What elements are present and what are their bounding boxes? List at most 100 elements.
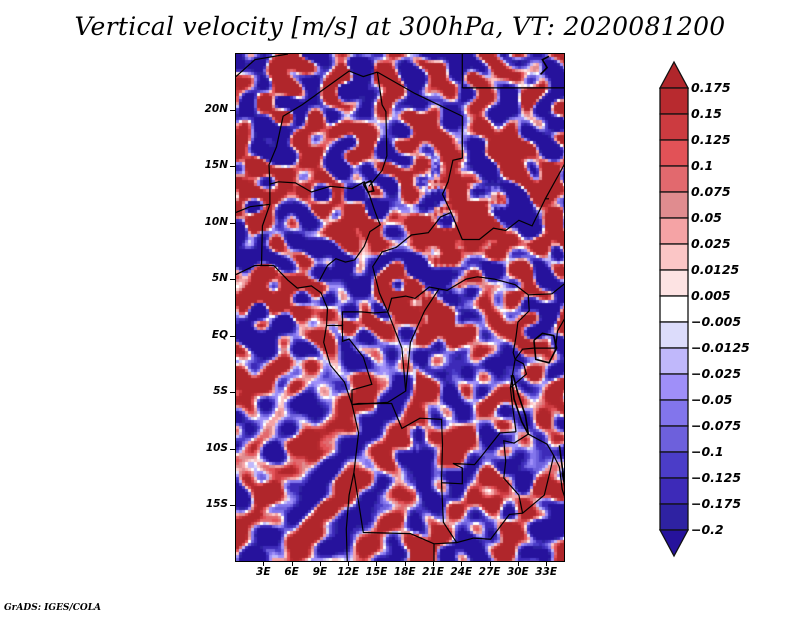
colorbar-swatch [659, 373, 689, 401]
lon-tick-mark [433, 562, 434, 566]
border-line [450, 198, 549, 241]
colorbar-swatch [659, 347, 689, 375]
lon-tick-mark [517, 562, 519, 566]
border-line [353, 472, 474, 545]
colorbar [658, 60, 690, 558]
border-line [326, 311, 388, 327]
colorbar-level-label: 0.05 [691, 210, 722, 225]
colorbar-level-label: −0.025 [691, 366, 742, 381]
lon-tick-label: 24E [450, 566, 473, 578]
lat-tick-mark [230, 505, 235, 507]
lon-tick-mark [546, 562, 548, 566]
lon-tick-mark [319, 562, 321, 566]
colorbar-swatch [659, 321, 689, 349]
map-panel [235, 53, 565, 562]
lat-tick-label: 10S [205, 441, 228, 454]
colorbar-level-label: 0.0125 [691, 262, 740, 277]
border-line [405, 288, 440, 392]
lake-outline [362, 179, 375, 193]
lon-tick-mark [376, 562, 378, 566]
grads-credit: GrADS: IGES/COLA [4, 603, 102, 613]
lat-tick-mark [230, 279, 235, 281]
colorbar-swatch [659, 217, 689, 245]
lon-tick-label: 33E [535, 566, 558, 578]
colorbar-swatch [659, 243, 689, 271]
colorbar-level-label: 0.15 [691, 106, 722, 121]
lon-tick-label: 3E [256, 566, 271, 578]
border-line [351, 311, 407, 406]
colorbar-level-label: −0.0125 [691, 340, 750, 355]
lon-tick-label: 6E [284, 566, 299, 578]
lat-tick-mark [230, 166, 235, 168]
lat-tick-label: 15S [205, 498, 228, 511]
lon-tick-label: 12E [337, 566, 360, 578]
colorbar-swatch [659, 139, 689, 167]
lat-tick-label: 5N [211, 272, 228, 285]
chart-title: Vertical velocity [m/s] at 300hPa, VT: 2… [74, 12, 726, 41]
border-line [372, 71, 564, 314]
colorbar-swatch [659, 191, 689, 219]
border-line [514, 318, 564, 360]
colorbar-swatch [659, 269, 689, 297]
colorbar-level-label: −0.175 [691, 496, 742, 511]
colorbar-level-label: −0.005 [691, 314, 742, 329]
lake-outline [558, 445, 564, 487]
lat-tick-label: 10N [204, 215, 228, 228]
colorbar-level-label: −0.05 [691, 392, 733, 407]
vertical-velocity-field [236, 54, 564, 561]
lat-tick-mark [230, 222, 235, 224]
lat-tick-label: EQ [211, 328, 228, 341]
colorbar-level-label: 0.1 [691, 158, 714, 173]
lon-tick-label: 30E [506, 566, 529, 578]
lat-tick-mark [230, 448, 235, 450]
colorbar-swatch [659, 451, 689, 479]
lat-tick-label: 5S [213, 385, 228, 398]
lat-tick-mark [230, 392, 235, 394]
border-line [473, 455, 555, 540]
colorbar-level-label: 0.175 [691, 80, 731, 95]
colorbar-swatch [659, 113, 689, 141]
lat-tick-mark [230, 335, 235, 337]
lake-outline [533, 332, 558, 364]
colorbar-swatch [659, 165, 689, 193]
colorbar-swatch [659, 503, 689, 531]
colorbar-max-arrow [658, 60, 690, 89]
lon-tick-mark [263, 562, 265, 566]
lat-tick-label: 15N [204, 159, 228, 172]
colorbar-min-arrow [658, 529, 690, 558]
border-line [544, 163, 564, 200]
border-line [236, 264, 360, 561]
border-line [503, 433, 548, 514]
border-line [441, 181, 449, 195]
border-line [268, 70, 378, 185]
border-line [236, 54, 289, 78]
colorbar-swatch [659, 477, 689, 505]
lon-tick-mark [291, 562, 293, 566]
lon-tick-mark [489, 562, 491, 566]
lon-tick-mark [461, 562, 463, 566]
colorbar-level-label: 0.025 [691, 236, 731, 251]
colorbar-swatch [659, 295, 689, 323]
colorbar-level-label: 0.125 [691, 132, 731, 147]
lat-tick-label: 20N [204, 102, 228, 115]
border-line [440, 482, 458, 543]
border-line [546, 443, 555, 456]
country-borders [236, 54, 564, 561]
colorbar-level-label: 0.005 [691, 288, 731, 303]
lon-tick-label: 27E [478, 566, 501, 578]
colorbar-level-label: 0.075 [691, 184, 731, 199]
lon-tick-label: 15E [365, 566, 388, 578]
lon-tick-label: 21E [422, 566, 444, 578]
colorbar-swatch [659, 425, 689, 453]
border-line [509, 294, 530, 432]
colorbar-level-label: −0.1 [691, 444, 724, 459]
border-line [368, 72, 388, 187]
colorbar-level-label: −0.2 [691, 522, 724, 537]
border-line [260, 204, 271, 266]
border-line [510, 358, 528, 389]
colorbar-swatch [659, 399, 689, 427]
lon-tick-label: 9E [312, 566, 328, 578]
border-line [553, 455, 564, 497]
lake-outline [510, 374, 530, 435]
colorbar-swatch [659, 87, 689, 115]
